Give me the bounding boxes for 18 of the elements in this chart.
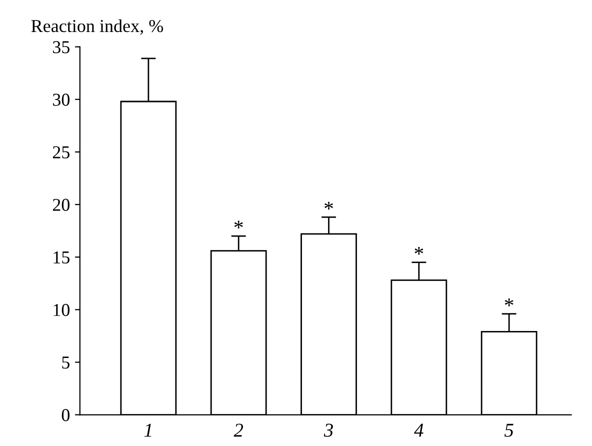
x-tick-label: 5 [504, 424, 514, 437]
y-tick-label: 10 [54, 304, 70, 316]
y-tick-label: 35 [53, 41, 70, 54]
x-tick-label: 2 [234, 424, 244, 437]
x-tick-label: 1 [144, 424, 152, 437]
y-tick-label: 30 [53, 94, 70, 106]
y-axis-title: Reaction index, % [31, 19, 164, 35]
y-tick-label: 20 [52, 198, 70, 211]
annotation: * [504, 298, 514, 306]
y-tick-label: 5 [62, 356, 70, 369]
y-tick-label: 25 [52, 146, 70, 158]
x-tick-label: 3 [324, 424, 333, 437]
y-tick-label: 0 [62, 409, 70, 422]
annotation: * [234, 220, 243, 228]
annotation: * [414, 247, 424, 255]
y-tick-label: 15 [54, 251, 70, 264]
annotation: * [324, 202, 333, 210]
x-tick-label: 4 [414, 424, 424, 437]
